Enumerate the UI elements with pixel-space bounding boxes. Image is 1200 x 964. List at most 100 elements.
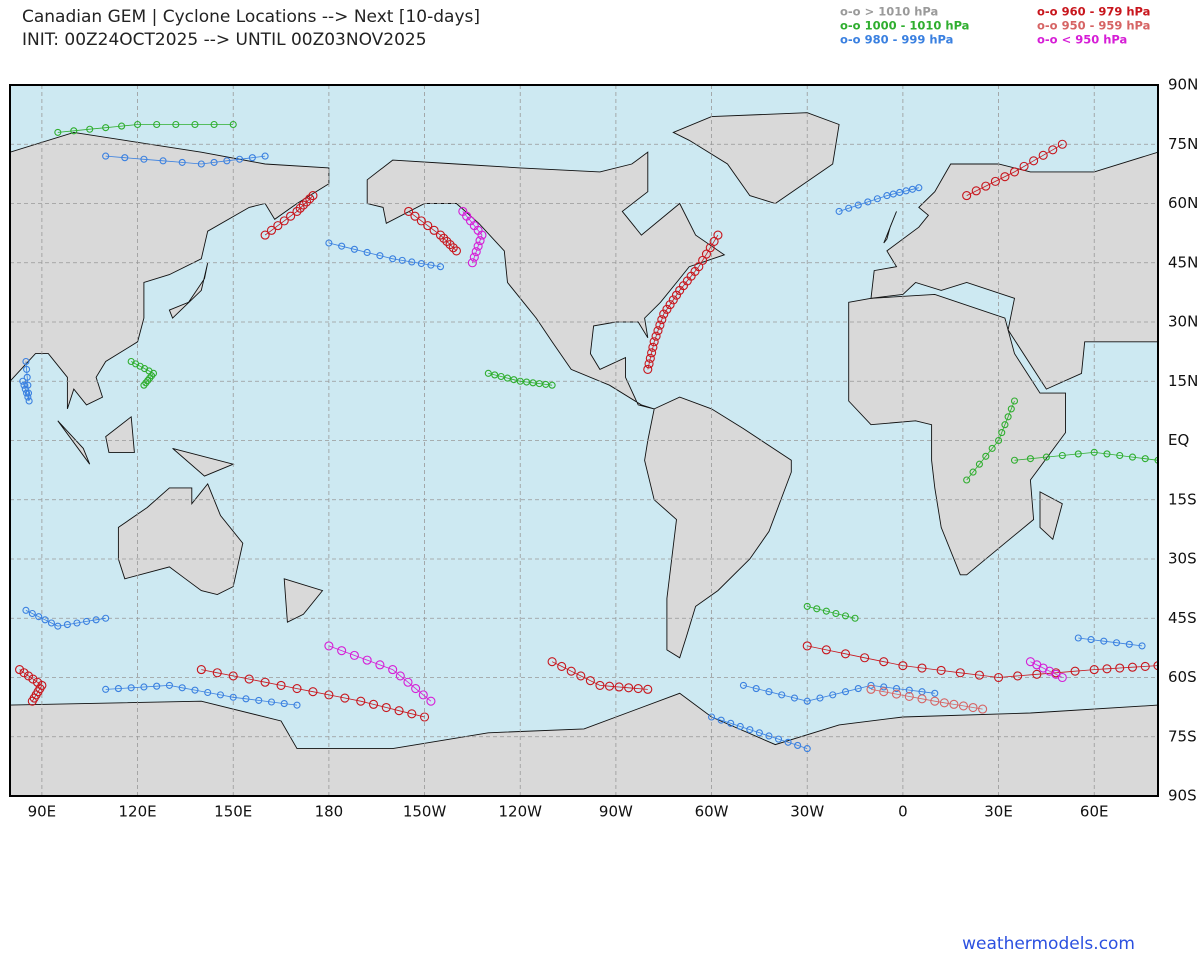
track-point: [420, 712, 430, 722]
track-point: [451, 246, 461, 256]
track-point: [866, 684, 876, 694]
track-point: [248, 154, 256, 162]
track-point: [657, 315, 667, 325]
track-point: [349, 650, 359, 660]
track-point: [439, 233, 449, 243]
track-point: [717, 716, 725, 724]
lon-label: 60E: [1080, 803, 1109, 821]
track-point: [854, 685, 862, 693]
track-point: [242, 695, 250, 703]
track-point: [1058, 451, 1066, 460]
track-point: [892, 685, 901, 693]
track-point: [63, 621, 71, 629]
track-point: [404, 206, 414, 216]
track-point: [860, 653, 870, 663]
track-point: [27, 696, 37, 706]
track-point: [739, 681, 747, 689]
track-point: [442, 236, 452, 246]
track-point: [835, 207, 843, 215]
track-point: [665, 300, 675, 310]
track-point: [803, 602, 811, 610]
track-point: [883, 192, 891, 200]
track-point: [1032, 669, 1042, 679]
track-line: [1014, 451, 1158, 461]
track-point: [229, 120, 237, 129]
track-point: [19, 377, 27, 385]
track-point: [197, 160, 205, 168]
track-point: [376, 252, 384, 260]
track-point: [854, 201, 862, 209]
landmass: [870, 151, 1158, 390]
track-point: [244, 674, 254, 684]
track-line: [1030, 661, 1063, 678]
track-point: [121, 154, 129, 162]
track-point: [267, 698, 276, 706]
track-point: [388, 665, 398, 675]
landmass: [172, 447, 235, 477]
track-point: [727, 719, 735, 727]
track-point: [70, 127, 78, 135]
track-point: [411, 684, 421, 694]
track-point: [624, 683, 634, 693]
track-point: [765, 732, 773, 740]
track-point: [436, 263, 445, 271]
track-point: [134, 120, 142, 129]
track-point: [362, 655, 372, 665]
track-point: [1089, 665, 1099, 675]
track-point: [873, 195, 881, 203]
track-point: [266, 225, 277, 235]
lat-label: 90N: [1168, 76, 1198, 94]
legend-entry: o-o 950 - 959 hPa: [1037, 19, 1150, 33]
track-point: [1087, 636, 1095, 644]
track-point: [102, 124, 110, 132]
axis-labels: 90N 75N 60N 45N 30N 15N EQ 15S 30S 45S 60S 75S 90S 90…: [28, 76, 1199, 821]
watermark: weathermodels.com: [962, 934, 1135, 954]
track-point: [153, 120, 161, 129]
track-point: [356, 696, 366, 706]
track-point: [643, 684, 653, 694]
track-point: [1154, 456, 1158, 464]
track-point: [1115, 663, 1125, 673]
track-point: [503, 374, 512, 382]
track-point: [784, 738, 792, 746]
lat-label: 15S: [1168, 490, 1197, 508]
track-point: [655, 320, 665, 330]
lat-label: 75S: [1168, 727, 1197, 745]
lon-label: 30W: [790, 803, 824, 821]
track-point: [73, 619, 81, 627]
track-point: [879, 687, 889, 697]
track-point: [1000, 172, 1010, 182]
track-point: [1029, 156, 1039, 166]
track-point: [975, 460, 983, 468]
landmass: [283, 578, 324, 623]
legend-entry: o-o 1000 - 1010 hPa: [840, 19, 969, 33]
lon-label: 0: [898, 803, 908, 821]
track-point: [427, 261, 435, 269]
track-point: [614, 682, 624, 692]
track-point: [394, 706, 404, 716]
track-point: [585, 676, 595, 686]
track-point: [416, 216, 426, 226]
track-point: [1004, 413, 1012, 421]
track-point: [28, 609, 36, 618]
track-point: [1102, 664, 1112, 674]
track-point: [988, 444, 996, 452]
track-point: [350, 245, 358, 253]
lat-label: 45S: [1168, 609, 1197, 627]
track-point: [196, 665, 206, 675]
track-line: [105, 155, 266, 165]
track-point: [475, 236, 485, 246]
track-point: [429, 225, 439, 235]
track-point: [982, 452, 990, 460]
track-point: [633, 684, 643, 694]
track-point: [978, 704, 988, 714]
track-point: [774, 735, 783, 743]
track-point: [398, 256, 406, 264]
track-point: [1010, 456, 1019, 464]
track-point: [1057, 139, 1067, 149]
track-point: [802, 641, 812, 651]
track-point: [1100, 637, 1108, 645]
lat-label: 60N: [1168, 194, 1198, 212]
track-point: [23, 389, 31, 397]
